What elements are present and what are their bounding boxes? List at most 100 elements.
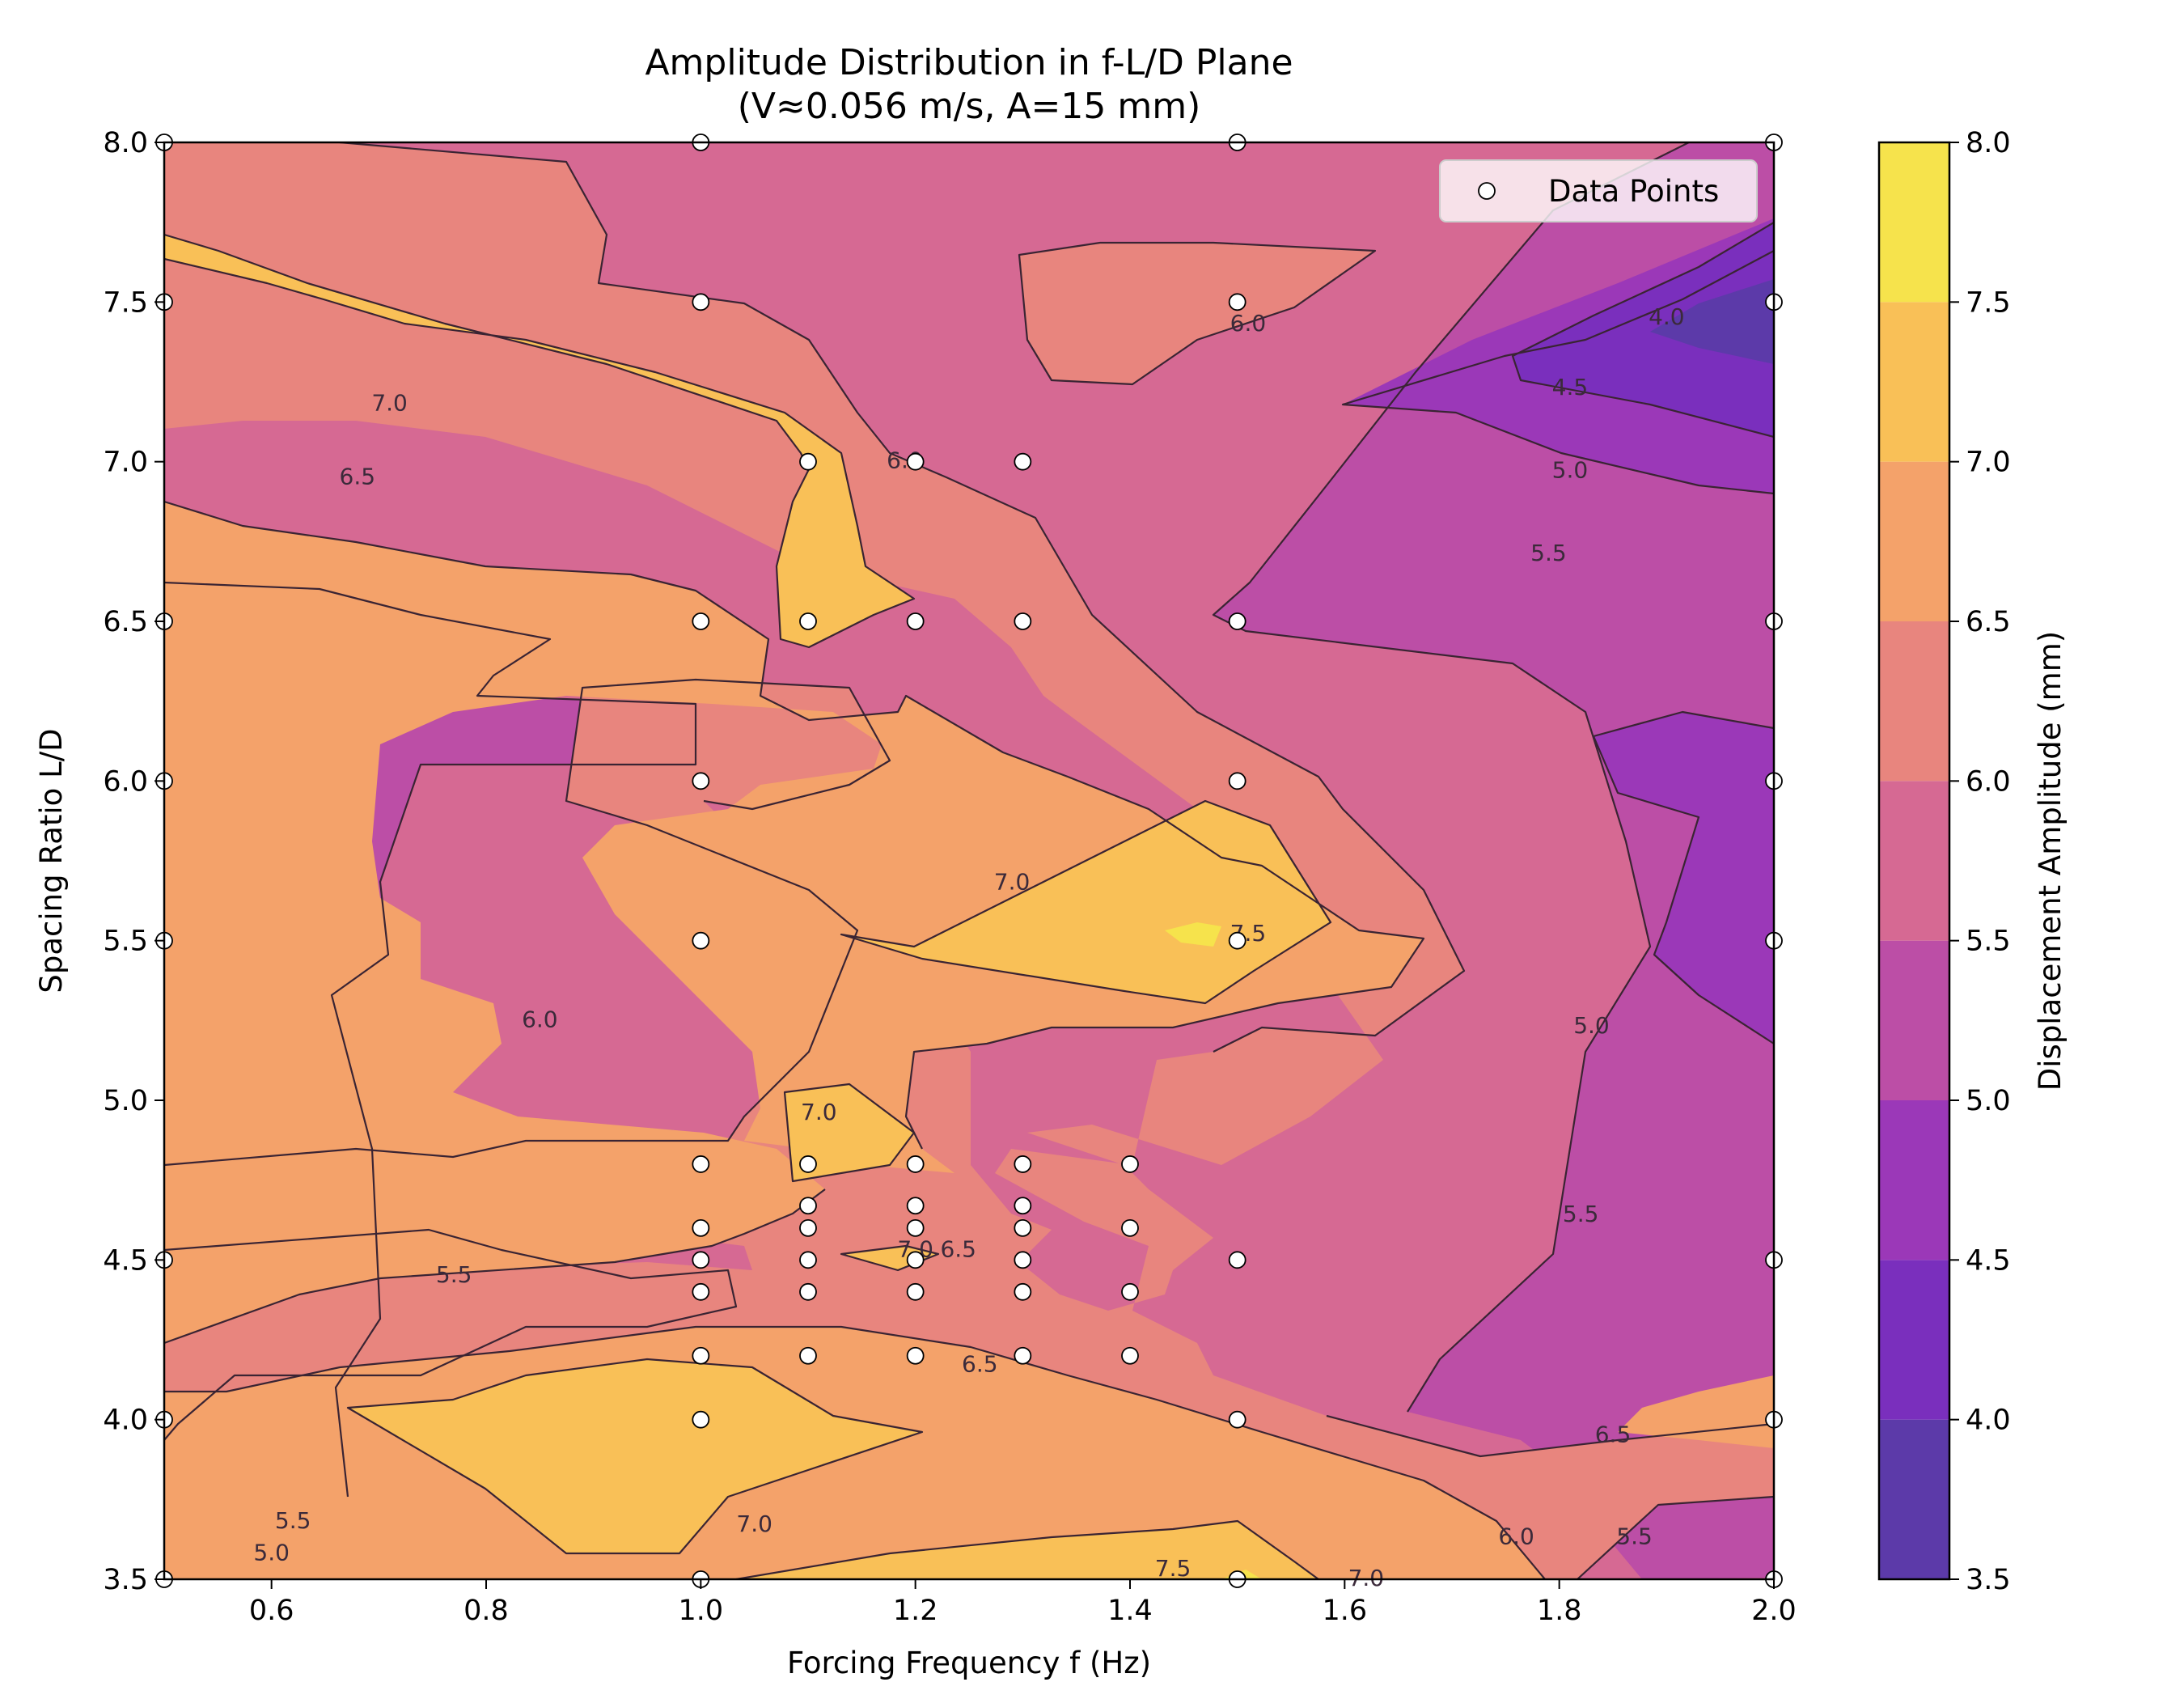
contour-level-label: 7.0 [994, 869, 1031, 896]
y-axis: 3.5 4.0 4.5 5.0 5.5 6.0 6.5 7.0 7.5 8.0 [103, 127, 164, 1596]
colorbar-frame [1877, 141, 1951, 1581]
y-tick-label: 7.0 [103, 447, 148, 479]
colorbar-tick-label: 4.5 [1966, 1244, 2011, 1277]
colorbar-segment [1879, 781, 1949, 941]
data-point [692, 1251, 710, 1269]
colorbar-tick-label: 5.5 [1966, 926, 2011, 958]
x-tick-label: 1.4 [1107, 1595, 1153, 1627]
data-point [799, 1197, 817, 1215]
contour-level-label: 7.0 [736, 1510, 772, 1537]
x-tick-label: 0.8 [463, 1595, 509, 1627]
colorbar-tick-label: 7.5 [1966, 286, 2011, 319]
contour-line [164, 678, 891, 1167]
contour-level-label: 7.0 [1348, 1565, 1385, 1591]
colorbar-segment [1879, 940, 1949, 1100]
data-point [1014, 1251, 1032, 1269]
contour-level-label: 5.5 [436, 1261, 472, 1288]
legend-box [1439, 159, 1758, 222]
data-point [1228, 1251, 1246, 1269]
contour-line [783, 1083, 916, 1183]
contour-region-4-0 [1513, 222, 1774, 437]
data-point [692, 1282, 710, 1301]
contour-region-6-0 [1019, 243, 1375, 384]
x-tick-label: 1.6 [1322, 1595, 1367, 1627]
plot-frame [163, 141, 1776, 1581]
data-point [692, 1410, 710, 1429]
y-tick-label: 5.0 [103, 1085, 148, 1117]
contour-line [1592, 710, 1774, 1044]
y-tick-label: 7.5 [103, 286, 148, 319]
data-point [1014, 1155, 1032, 1173]
colorbar-segment [1879, 302, 1949, 462]
contour-line [1212, 142, 1691, 1413]
y-tick-label: 4.5 [103, 1244, 148, 1277]
y-axis-label: Spacing Ratio L/D [34, 728, 69, 993]
contour-line [1511, 222, 1774, 439]
x-tick-label: 0.6 [249, 1595, 294, 1627]
contour-level-label: 5.0 [253, 1539, 290, 1566]
y-tick-label: 6.0 [103, 765, 148, 798]
data-point [906, 1218, 925, 1237]
contour-level-label: 7.5 [1155, 1555, 1191, 1582]
data-point [692, 1218, 710, 1237]
contour-level-label: 4.5 [1552, 374, 1589, 400]
contour-line [164, 1188, 826, 1345]
contour-region-4-5 [1594, 251, 1774, 1044]
contour-line [1018, 241, 1377, 386]
data-point [906, 1251, 925, 1269]
data-point [799, 1251, 817, 1269]
colorbar-tick-label: 6.5 [1966, 606, 2011, 638]
contour-region-6-5 [164, 142, 1545, 1579]
data-point [1121, 1346, 1139, 1365]
contour-level-label: 5.5 [275, 1507, 311, 1534]
y-tick-label: 4.0 [103, 1405, 148, 1437]
y-tick-label: 8.0 [103, 127, 148, 159]
contour-line [164, 1228, 738, 1441]
x-axis: 0.6 0.8 1.0 1.2 1.4 1.6 1.8 2.0 [249, 1579, 1797, 1627]
colorbar-label: Displacement Amplitude (mm) [2033, 631, 2068, 1091]
data-point [1228, 931, 1246, 950]
contour-region-5-0 [1213, 142, 1774, 1579]
contour-level-label: 5.5 [1530, 540, 1567, 566]
contour-line [840, 799, 1332, 1005]
contour-region-7-0 [736, 1521, 1318, 1579]
contour-region-7-0 [841, 801, 1331, 1003]
data-point [906, 1197, 925, 1215]
contour-level-label: 4.0 [1649, 303, 1685, 330]
contour-level-label: 7.0 [371, 390, 408, 417]
contour-level-label: 5.5 [1616, 1523, 1653, 1550]
data-point [1228, 293, 1246, 311]
contour-region-6-5 [1618, 1375, 1774, 1448]
contour-labels: 7.0 6.5 6.0 6.0 4.0 4.5 5.0 5.5 7.0 7.5 6.0 7.0 5.0 5… [253, 303, 1684, 1591]
contour-level-label: 6.5 [340, 463, 376, 489]
data-point [906, 1155, 925, 1173]
contour-fill [164, 142, 1774, 1579]
data-point [1121, 1282, 1139, 1301]
contour-line [1577, 1495, 1774, 1579]
data-point [1228, 772, 1246, 790]
chart-subtitle: (V≈0.056 m/s, A=15 mm) [738, 86, 1201, 127]
contour-line [346, 1358, 924, 1555]
data-point [799, 452, 817, 471]
data-point [799, 612, 817, 630]
contour-region-7-0 [348, 1359, 922, 1553]
colorbar-segment [1879, 1100, 1949, 1260]
colorbar-tick-label: 5.0 [1966, 1085, 2011, 1117]
data-point [799, 1282, 817, 1301]
colorbar-tick-label: 3.5 [1966, 1564, 2011, 1596]
data-points [155, 133, 1783, 1588]
data-point [1014, 1197, 1032, 1215]
contour-line [840, 1244, 940, 1272]
data-point [799, 1155, 817, 1173]
contour-line [735, 1519, 1319, 1579]
contour-level-label: 6.0 [522, 1006, 558, 1032]
contour-level-label: 6.5 [940, 1235, 976, 1262]
colorbar-segment [1879, 461, 1949, 621]
data-point [1228, 612, 1246, 630]
y-tick-label: 5.5 [103, 926, 148, 958]
contour-line [339, 142, 1466, 1053]
colorbar-segment [1879, 142, 1949, 303]
colorbar-segment [1879, 1260, 1949, 1420]
contour-level-label: 5.5 [1563, 1201, 1599, 1227]
